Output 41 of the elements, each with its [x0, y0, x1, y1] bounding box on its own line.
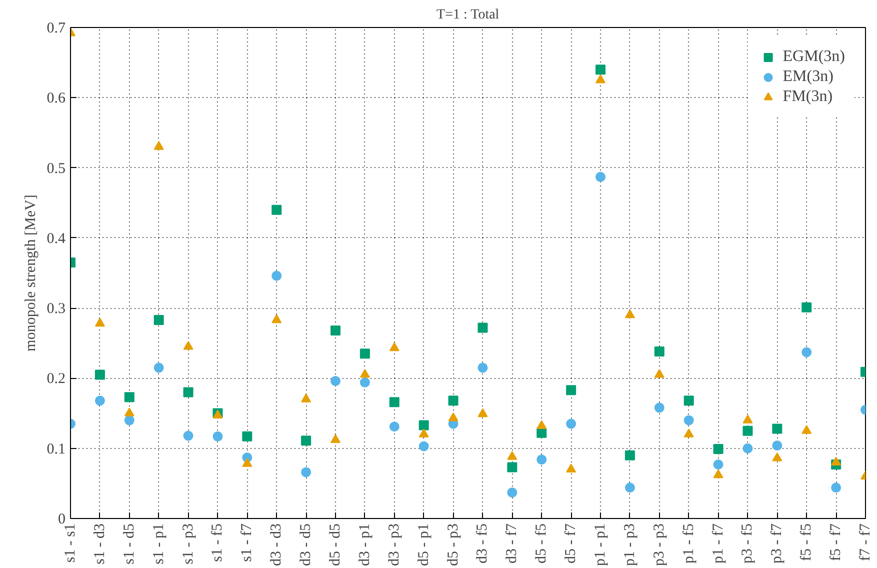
y-tick-label: 0.7: [46, 20, 66, 36]
x-tick-label: f5 - f5: [798, 523, 815, 561]
legend-label: EGM(3n): [782, 48, 845, 66]
x-tick-label: d3 - f5: [474, 523, 491, 564]
x-tick-label: p3 - f7: [769, 523, 786, 564]
y-tick-label: 0.4: [46, 230, 66, 247]
x-tick-label: s1 - d3: [92, 523, 108, 564]
x-tick-label: d3 - p1: [356, 523, 373, 566]
x-tick-label: p3 - p3: [651, 523, 668, 566]
x-tick-label: d3 - d5: [298, 523, 314, 566]
x-tick-label: d5 - f7: [563, 523, 580, 564]
y-axis-title: monopole strength [MeV]: [22, 194, 39, 352]
x-tick-label: p1 - f5: [680, 523, 697, 564]
y-tick-label: 0.1: [46, 441, 66, 458]
x-tick-label: d5 - p1: [416, 523, 432, 566]
x-tick-label: s1 - d5: [121, 523, 138, 564]
x-tick-label: p3 - f5: [740, 523, 756, 564]
x-tick-label: d5 - f5: [534, 523, 550, 564]
x-tick-label: d5 - p3: [445, 523, 462, 566]
x-tick-label: s1 - p3: [180, 523, 196, 564]
x-tick-label: f5 - f7: [828, 523, 844, 561]
x-tick-label: p1 - p3: [622, 523, 638, 566]
chart-title: T=1 : Total: [436, 8, 500, 22]
y-tick-label: 0.3: [46, 301, 66, 318]
y-tick-label: 0.5: [46, 160, 66, 177]
x-tick-label: d3 - d3: [268, 523, 285, 566]
x-tick-label: s1 - s1: [62, 524, 78, 563]
x-tick-label: d3 - p3: [386, 523, 402, 566]
y-tick-label: 0.2: [46, 371, 66, 388]
x-tick-label: d5 - d5: [328, 523, 344, 566]
x-tick-label: p1 - f7: [710, 523, 726, 564]
x-tick-label: p1 - p1: [592, 523, 608, 566]
x-tick-label: s1 - f7: [239, 523, 256, 562]
x-tick-label: d3 - f7: [504, 523, 520, 564]
legend-label: FM(3n): [782, 88, 833, 106]
y-tick-label: 0.6: [46, 90, 66, 107]
x-tick-label: s1 - f5: [210, 524, 226, 562]
legend-label: EM(3n): [782, 68, 834, 86]
x-tick-label: s1 - p1: [150, 523, 167, 564]
x-tick-label: f7 - f7: [858, 523, 874, 561]
y-tick-label: 0: [58, 512, 66, 528]
